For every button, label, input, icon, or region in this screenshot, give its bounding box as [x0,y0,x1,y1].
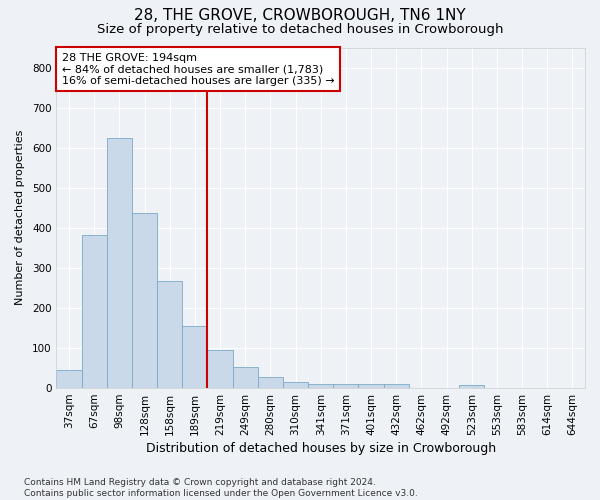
Bar [182,326,208,388]
Text: 28 THE GROVE: 194sqm
← 84% of detached houses are smaller (1,783)
16% of semi-de: 28 THE GROVE: 194sqm ← 84% of detached h… [62,52,334,86]
Bar [233,367,258,388]
Text: Contains HM Land Registry data © Crown copyright and database right 2024.
Contai: Contains HM Land Registry data © Crown c… [24,478,418,498]
Bar [208,350,233,388]
Bar [459,385,484,388]
Bar [258,377,283,388]
X-axis label: Distribution of detached houses by size in Crowborough: Distribution of detached houses by size … [146,442,496,455]
Bar [157,280,182,388]
Bar [334,384,358,388]
Y-axis label: Number of detached properties: Number of detached properties [15,130,25,306]
Bar [358,384,383,388]
Bar [383,384,409,388]
Bar [56,370,82,388]
Bar [283,382,308,388]
Bar [82,235,107,388]
Text: 28, THE GROVE, CROWBOROUGH, TN6 1NY: 28, THE GROVE, CROWBOROUGH, TN6 1NY [134,8,466,22]
Bar [107,138,132,388]
Bar [132,213,157,388]
Text: Size of property relative to detached houses in Crowborough: Size of property relative to detached ho… [97,22,503,36]
Bar [308,384,334,388]
